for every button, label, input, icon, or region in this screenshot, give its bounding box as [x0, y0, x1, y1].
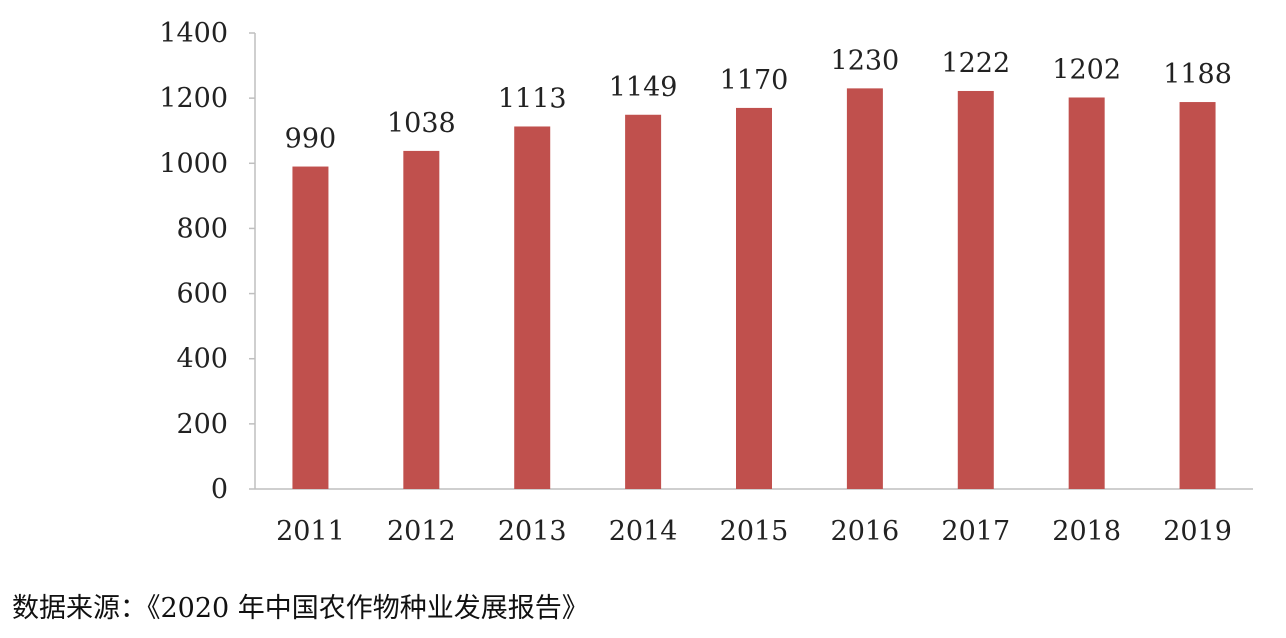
y-tick-label: 800 — [176, 213, 228, 244]
x-tick-label: 2011 — [276, 516, 345, 547]
y-tick-label: 1000 — [159, 148, 228, 179]
x-tick-label: 2015 — [720, 516, 789, 547]
bar — [1179, 102, 1216, 490]
bar — [1068, 97, 1105, 490]
data-labels: 990 1038 1113 1149 1170 1230 1222 1202 1188 — [285, 45, 1232, 154]
data-label: 1149 — [609, 72, 678, 103]
x-tick-label: 2016 — [831, 516, 900, 547]
x-tick-label: 2018 — [1052, 516, 1121, 547]
bar — [736, 107, 772, 490]
bar — [625, 114, 662, 490]
bar — [514, 126, 551, 489]
bar-chart: 0 200 400 600 800 1000 1200 1400 2011 2012 2013 20… — [159, 18, 1253, 547]
y-tick-label: 1400 — [159, 18, 228, 49]
y-tick-label: 0 — [211, 474, 228, 505]
data-label: 1222 — [941, 48, 1010, 79]
x-tick-label: 2017 — [941, 516, 1010, 547]
bars — [292, 88, 1216, 490]
y-tick-label: 400 — [176, 344, 228, 375]
bar — [846, 88, 883, 489]
x-tick-label: 2019 — [1163, 516, 1232, 547]
x-tick-label: 2013 — [498, 516, 567, 547]
bar — [957, 90, 994, 489]
data-label: 1202 — [1052, 54, 1121, 85]
y-axis: 0 200 400 600 800 1000 1200 1400 — [159, 18, 256, 505]
x-tick-label: 2014 — [609, 516, 678, 547]
x-tick-label: 2012 — [387, 516, 456, 547]
data-label: 1230 — [831, 45, 900, 76]
y-tick-label: 600 — [176, 279, 228, 310]
x-axis: 2011 2012 2013 2014 2015 2016 2017 2018 2019 — [255, 488, 1253, 547]
data-label: 1170 — [720, 65, 789, 96]
bar — [403, 150, 440, 489]
source-note: 数据来源：《2020 年中国农作物种业发展报告》 — [12, 593, 589, 624]
y-tick-label: 1200 — [159, 83, 228, 114]
data-label: 1113 — [498, 83, 567, 114]
data-label: 1188 — [1163, 59, 1232, 90]
data-label: 1038 — [387, 108, 456, 139]
y-tick-label: 200 — [176, 409, 228, 440]
bar — [292, 166, 329, 490]
data-label: 990 — [285, 124, 337, 155]
